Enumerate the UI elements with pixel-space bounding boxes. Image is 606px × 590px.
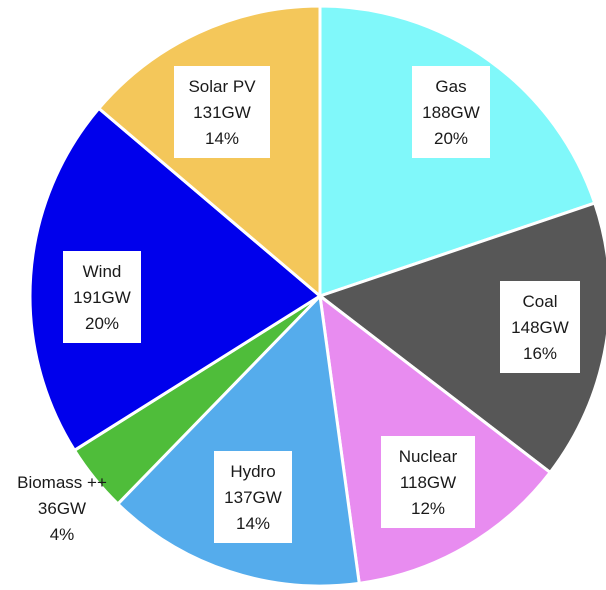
slice-label-solar-pv: Solar PV 131GW 14% [174, 66, 270, 158]
label-box [381, 436, 475, 528]
pie-slice-hydro [116, 294, 361, 588]
slice-label-coal: Coal 148GW 16% [500, 281, 580, 373]
slice-name-nuclear: Nuclear [399, 447, 458, 466]
slice-name-biomass: Biomass ++ [17, 473, 107, 492]
slice-label-hydro: Hydro 137GW 14% [214, 451, 292, 543]
slice-share-solar-pv: 14% [205, 129, 239, 148]
slice-share-coal: 16% [523, 344, 557, 363]
slice-label-wind: Wind 191GW 20% [63, 251, 141, 343]
pie-labels: Gas 188GW 20% Coal 148GW 16% Nuclear 118GW 12% Hy… [17, 66, 580, 544]
slice-name-hydro: Hydro [230, 462, 275, 481]
slice-capacity-wind: 191GW [73, 288, 131, 307]
pie-slice-wind [28, 106, 322, 452]
slice-capacity-gas: 188GW [422, 103, 480, 122]
label-box [63, 251, 141, 343]
slice-share-wind: 20% [85, 314, 119, 333]
slice-name-gas: Gas [435, 77, 466, 96]
slice-share-biomass: 4% [50, 525, 75, 544]
slice-share-nuclear: 12% [411, 499, 445, 518]
slice-label-gas: Gas 188GW 20% [412, 66, 490, 158]
slice-name-solar-pv: Solar PV [188, 77, 256, 96]
pie-slice-coal [318, 201, 606, 474]
slice-capacity-solar-pv: 131GW [193, 103, 251, 122]
slice-capacity-nuclear: 118GW [400, 473, 456, 492]
slice-name-wind: Wind [83, 262, 122, 281]
label-box [214, 451, 292, 543]
slice-label-biomass: Biomass ++ 36GW 4% [17, 473, 107, 544]
slice-capacity-hydro: 137GW [224, 488, 282, 507]
slice-capacity-biomass: 36GW [38, 499, 86, 518]
label-box [500, 281, 580, 373]
label-box [174, 66, 270, 158]
label-box [412, 66, 490, 158]
slice-label-nuclear: Nuclear 118GW 12% [381, 436, 475, 528]
slice-capacity-coal: 148GW [511, 318, 569, 337]
slice-name-coal: Coal [523, 292, 558, 311]
slice-share-hydro: 14% [236, 514, 270, 533]
slice-share-gas: 20% [434, 129, 468, 148]
